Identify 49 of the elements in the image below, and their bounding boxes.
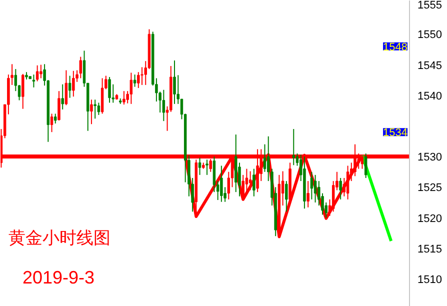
text: 2019-9-3 bbox=[22, 268, 95, 288]
y-tick-label: 1510 bbox=[418, 274, 442, 286]
candlestick bbox=[36, 64, 39, 82]
y-tick-label: 1530 bbox=[418, 152, 442, 164]
y-tick-label: 1520 bbox=[418, 212, 442, 225]
candlestick bbox=[252, 168, 256, 197]
candlestick bbox=[310, 171, 314, 200]
candlestick bbox=[58, 90, 60, 121]
candlestick bbox=[61, 84, 64, 110]
candlestick bbox=[122, 90, 126, 106]
y-tick-label: 1525 bbox=[418, 182, 442, 194]
candlestick bbox=[22, 73, 24, 110]
candlestick bbox=[79, 56, 82, 79]
candlestick bbox=[90, 99, 93, 125]
candlestick bbox=[72, 70, 75, 98]
y-tick-label: 1515 bbox=[418, 243, 442, 256]
candlestick bbox=[198, 157, 202, 176]
candlestick bbox=[346, 165, 350, 200]
candlestick bbox=[108, 76, 111, 104]
candlestick bbox=[248, 170, 252, 191]
candlestick bbox=[162, 89, 166, 122]
candlestick bbox=[68, 75, 72, 98]
text: 黄金小时线图 bbox=[8, 228, 110, 248]
candlestick bbox=[173, 60, 176, 104]
candlestick bbox=[94, 99, 96, 120]
y-tick-label: 1545 bbox=[418, 60, 442, 72]
candlestick bbox=[206, 159, 208, 176]
candlestick bbox=[306, 180, 310, 208]
candlestick bbox=[40, 64, 42, 79]
y-tick-label: 1555 bbox=[418, 0, 442, 12]
y-tick-label: 1550 bbox=[418, 29, 442, 42]
annotation: 1548 bbox=[383, 41, 408, 54]
candlestick bbox=[130, 72, 133, 104]
candlestick bbox=[263, 144, 266, 172]
candlestick bbox=[292, 128, 295, 166]
candlestick bbox=[133, 74, 136, 88]
candlestick bbox=[100, 78, 104, 114]
candlestick bbox=[285, 180, 288, 212]
candlestick bbox=[54, 113, 57, 124]
candlestick bbox=[212, 156, 216, 193]
y-tick-label: 1540 bbox=[418, 90, 442, 102]
candlestick bbox=[339, 177, 342, 200]
candlestick bbox=[314, 174, 317, 203]
candlestick bbox=[220, 165, 223, 202]
candlestick bbox=[50, 113, 54, 133]
candlestick bbox=[64, 70, 68, 106]
candlestick bbox=[364, 153, 368, 178]
candlestick bbox=[97, 102, 100, 116]
candlestick bbox=[32, 74, 36, 88]
